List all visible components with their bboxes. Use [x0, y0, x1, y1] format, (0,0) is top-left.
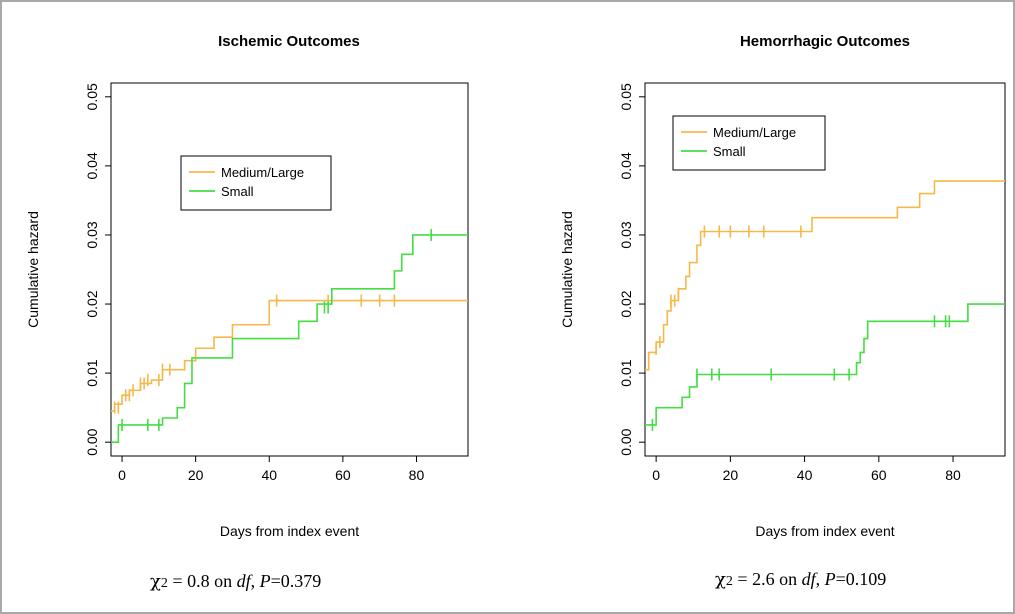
x-axis-label: Days from index event	[220, 523, 359, 539]
ischemic-chi-square-stat: χ2 = 0.8 on df, P=0.379	[150, 571, 322, 592]
y-tick-label: 0.04	[618, 152, 634, 179]
legend-box	[180, 155, 332, 211]
hemorrhagic-panel: Hemorrhagic Outcomes 0.00 0.01 0.02 0.03 0.04…	[559, 33, 1006, 539]
x-tick-label: 60	[335, 467, 351, 483]
y-tick-label: 0.01	[84, 359, 100, 386]
y-tick-label: 0.02	[84, 290, 100, 317]
y-axis-label: Cumulative hazard	[559, 211, 575, 328]
y-tick-label: 0.04	[84, 152, 100, 179]
chart-title: Ischemic Outcomes	[218, 33, 360, 50]
y-tick-label: 0.05	[618, 83, 634, 110]
legend-label-small: Small	[713, 144, 746, 159]
x-tick-label: 80	[409, 467, 425, 483]
legend-box	[672, 115, 826, 171]
legend-label-small: Small	[221, 184, 254, 199]
plot-area-frame	[110, 82, 469, 457]
y-tick-label: 0.00	[618, 428, 634, 455]
x-tick-label: 20	[723, 467, 739, 483]
x-tick-label: 80	[945, 467, 961, 483]
plot-area-frame	[644, 82, 1006, 457]
x-tick-label: 20	[188, 467, 204, 483]
y-tick-label: 0.02	[618, 290, 634, 317]
series-line-small	[645, 303, 1005, 426]
x-axis-label: Days from index event	[755, 523, 894, 539]
x-tick-label: 0	[118, 467, 126, 483]
legend-label-medium-large: Medium/Large	[221, 165, 304, 180]
x-tick-label: 60	[871, 467, 887, 483]
y-tick-label: 0.03	[84, 221, 100, 248]
legend-label-medium-large: Medium/Large	[713, 125, 796, 140]
series-line-medium-large	[645, 180, 1005, 371]
y-axis-label: Cumulative hazard	[25, 211, 41, 328]
x-tick-label: 0	[652, 467, 660, 483]
x-tick-label: 40	[261, 467, 277, 483]
x-tick-label: 40	[797, 467, 813, 483]
chart-title: Hemorrhagic Outcomes	[740, 33, 910, 50]
y-tick-label: 0.01	[618, 359, 634, 386]
y-tick-label: 0.00	[84, 428, 100, 455]
hemorrhagic-chi-square-stat: χ2 = 2.6 on df, P=0.109	[715, 569, 887, 590]
y-tick-label: 0.05	[84, 83, 100, 110]
series-line-small	[111, 234, 468, 443]
ischemic-panel: Ischemic Outcomes 0.00 0.01 0.02 0.03 0.04 0.0…	[25, 33, 469, 539]
series-line-medium-large	[111, 299, 468, 412]
y-tick-label: 0.03	[618, 221, 634, 248]
